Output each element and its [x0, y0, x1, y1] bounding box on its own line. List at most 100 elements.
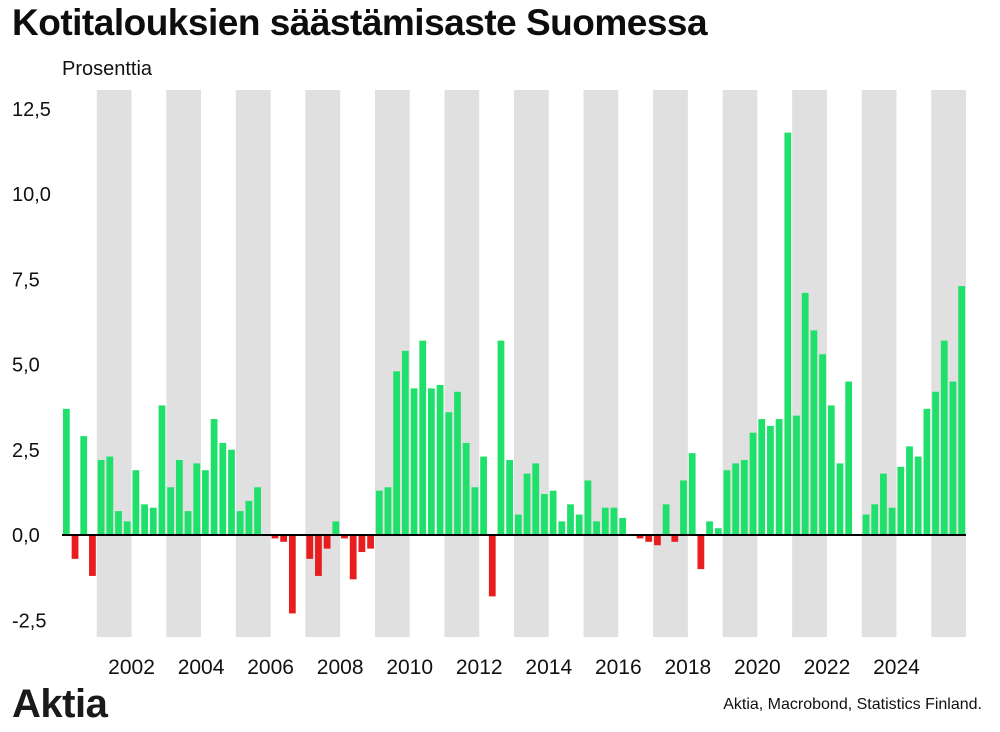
x-tick-label: 2010	[386, 656, 433, 679]
x-tick-label: 2022	[804, 656, 851, 679]
bar	[932, 391, 939, 535]
bar	[367, 535, 374, 549]
bar	[410, 388, 418, 535]
x-tick-label: 2002	[108, 656, 155, 679]
year-band	[653, 90, 688, 637]
year-band	[861, 90, 897, 637]
bar	[375, 490, 383, 535]
bar	[115, 511, 122, 535]
bar	[428, 388, 435, 535]
y-axis-tick-labels: -2,5 0,0 2,5 5,0 7,5 10,0 12,5	[12, 99, 51, 633]
bar	[245, 500, 253, 535]
bar	[862, 514, 870, 535]
bar	[80, 436, 88, 535]
y-axis-unit-label: Prosenttia	[62, 58, 153, 80]
bar	[593, 521, 600, 535]
bar	[732, 463, 740, 535]
bar	[740, 459, 748, 535]
bar	[62, 408, 70, 535]
bar	[940, 340, 948, 535]
bar	[871, 504, 879, 535]
bar	[654, 535, 661, 546]
bar	[480, 456, 487, 535]
bar	[645, 535, 653, 542]
year-band	[722, 90, 758, 637]
bar	[288, 535, 296, 614]
bar	[71, 535, 79, 559]
bar	[793, 415, 800, 535]
bar	[610, 507, 618, 535]
bar	[184, 511, 192, 535]
bar	[341, 535, 348, 539]
bar	[636, 535, 644, 539]
bar	[706, 521, 713, 535]
bar	[714, 528, 722, 535]
year-band	[514, 90, 549, 637]
bar	[584, 480, 592, 535]
bar	[662, 504, 670, 535]
bar	[228, 449, 235, 535]
bar	[680, 480, 687, 535]
chart-title: Kotitalouksien säästämisaste Suomessa	[12, 2, 708, 43]
x-tick-label: 2008	[317, 656, 364, 679]
y-tick-label: 7,5	[12, 269, 40, 291]
bar	[175, 459, 183, 535]
bar	[358, 535, 366, 553]
x-tick-label: 2018	[664, 656, 711, 679]
bar	[949, 381, 957, 535]
source-note: Aktia, Macrobond, Statistics Finland.	[723, 696, 982, 713]
bar	[149, 507, 157, 535]
bar	[801, 292, 809, 535]
bar-series	[62, 132, 966, 614]
bar	[436, 384, 444, 535]
bar	[810, 330, 818, 535]
year-band	[235, 90, 271, 637]
bar	[567, 504, 574, 535]
x-tick-label: 2006	[247, 656, 294, 679]
bar	[723, 470, 731, 535]
bar	[384, 487, 392, 535]
y-tick-label: 5,0	[12, 355, 40, 377]
bar	[89, 535, 96, 576]
bar	[697, 535, 705, 570]
bar	[332, 521, 340, 535]
bar	[401, 350, 409, 535]
bar	[906, 446, 913, 535]
bar	[671, 535, 679, 542]
bar	[349, 535, 357, 580]
bar	[532, 463, 540, 535]
year-band	[444, 90, 480, 637]
bar	[254, 487, 261, 535]
bar	[202, 470, 209, 535]
bar	[914, 456, 922, 535]
y-tick-label: 2,5	[12, 440, 40, 462]
x-tick-label: 2012	[456, 656, 503, 679]
bar	[558, 521, 566, 535]
x-tick-label: 2024	[873, 656, 920, 679]
bar	[462, 442, 470, 535]
bar	[880, 473, 887, 535]
year-band	[96, 90, 132, 637]
y-tick-label: 10,0	[12, 184, 51, 206]
bar	[488, 535, 496, 597]
bar	[471, 487, 479, 535]
x-tick-label: 2004	[178, 656, 225, 679]
bar	[784, 132, 792, 535]
bar	[619, 517, 627, 535]
bar	[158, 405, 166, 535]
aktia-logo: Aktia	[12, 682, 108, 726]
year-shading-bands	[96, 90, 966, 637]
bar	[541, 494, 548, 535]
bar	[167, 487, 175, 535]
bar	[888, 507, 896, 535]
bar	[306, 535, 314, 559]
bar	[193, 463, 201, 535]
bar	[271, 535, 279, 539]
bar	[575, 514, 583, 535]
bar	[897, 466, 905, 535]
bar	[827, 405, 835, 535]
bar	[445, 412, 453, 535]
x-tick-label: 2014	[525, 656, 572, 679]
bar	[958, 286, 966, 535]
bar	[819, 354, 826, 535]
